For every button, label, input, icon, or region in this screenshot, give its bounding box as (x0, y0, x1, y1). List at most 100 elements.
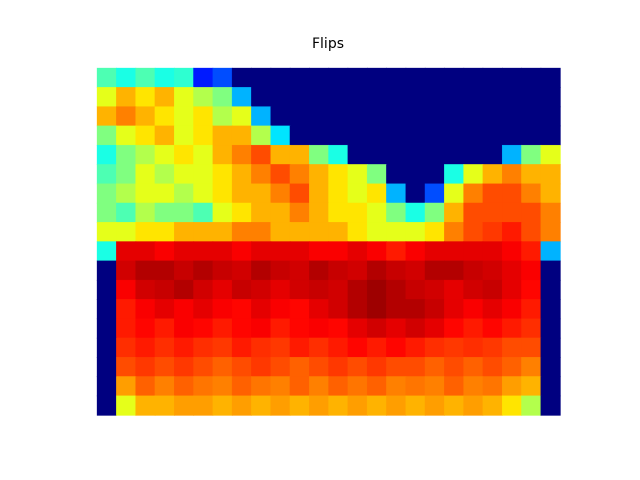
heatmap-cell (405, 164, 426, 185)
heatmap-cell (482, 318, 503, 339)
heatmap-cell (135, 202, 156, 223)
heatmap-cell (444, 125, 465, 146)
heatmap-cell (463, 222, 484, 243)
heatmap-cell (424, 144, 445, 166)
heatmap-cell (366, 395, 388, 416)
heatmap-cell (193, 357, 214, 378)
heatmap-cell (289, 87, 310, 108)
heatmap-cell (174, 279, 195, 300)
heatmap-cell (463, 106, 484, 127)
heatmap-cell (328, 318, 349, 339)
heatmap-cell (347, 241, 368, 262)
heatmap-cell (521, 164, 542, 185)
heatmap-cell (347, 222, 368, 243)
heatmap-cell (193, 87, 214, 108)
heatmap-cell (116, 241, 137, 262)
heatmap-cell (270, 106, 291, 127)
heatmap-cell (347, 357, 368, 378)
heatmap-cell (135, 144, 156, 166)
heatmap-cell (501, 376, 523, 397)
heatmap-cell (212, 183, 233, 204)
heatmap-cell (251, 144, 272, 166)
heatmap-cell (405, 357, 426, 378)
heatmap-cell (366, 299, 388, 320)
heatmap-cell (154, 87, 175, 108)
heatmap-cell (135, 183, 156, 204)
heatmap-cell (347, 67, 368, 88)
heatmap-cell (309, 183, 330, 204)
heatmap-cell (270, 279, 291, 300)
heatmap-cell (386, 337, 407, 358)
heatmap-cell (135, 106, 156, 127)
heatmap-cell (366, 67, 388, 88)
heatmap-cell (463, 376, 484, 397)
heatmap-cell (386, 87, 407, 108)
heatmap-cell (521, 67, 542, 88)
heatmap-cell (521, 183, 542, 204)
heatmap-cell (328, 183, 349, 204)
heatmap-cell (540, 241, 561, 262)
heatmap-cell (193, 376, 214, 397)
heatmap-cell (96, 67, 117, 88)
heatmap-cell (270, 202, 291, 223)
heatmap-cell (521, 202, 542, 223)
heatmap-cell (96, 106, 117, 127)
heatmap-cell (328, 87, 349, 108)
heatmap-cell (251, 260, 272, 281)
heatmap-cell (328, 164, 349, 185)
heatmap-cell (193, 279, 214, 300)
heatmap-cell (366, 357, 388, 378)
heatmap-cell (463, 183, 484, 204)
heatmap-cell (521, 357, 542, 378)
heatmap-cell (135, 222, 156, 243)
heatmap-cell (174, 125, 195, 146)
heatmap-cell (212, 395, 233, 416)
heatmap-cell (309, 125, 330, 146)
heatmap-cell (521, 260, 542, 281)
heatmap-cell (424, 337, 445, 358)
heatmap-cell (309, 164, 330, 185)
heatmap-cell (251, 318, 272, 339)
heatmap-cell (366, 337, 388, 358)
heatmap-cell (540, 299, 561, 320)
heatmap-cell (444, 183, 465, 204)
heatmap-cell (540, 279, 561, 300)
heatmap-cell (347, 125, 368, 146)
heatmap-cell (444, 67, 465, 88)
heatmap-cell (405, 183, 426, 204)
heatmap-cell (270, 144, 291, 166)
heatmap-cell (501, 67, 523, 88)
heatmap-cell (251, 376, 272, 397)
heatmap-cell (212, 260, 233, 281)
heatmap-cell (501, 260, 523, 281)
heatmap-cell (96, 241, 117, 262)
heatmap-cell (251, 395, 272, 416)
heatmap-cell (251, 299, 272, 320)
heatmap-cell (251, 183, 272, 204)
heatmap-cell (251, 241, 272, 262)
heatmap-cell (289, 260, 310, 281)
heatmap-cell (386, 125, 407, 146)
heatmap-cell (96, 222, 117, 243)
heatmap-cell (212, 357, 233, 378)
heatmap-cell (366, 87, 388, 108)
heatmap-cell (270, 299, 291, 320)
heatmap-cell (347, 395, 368, 416)
heatmap-cell (135, 376, 156, 397)
heatmap-cell (231, 260, 252, 281)
heatmap-cell (174, 164, 195, 185)
heatmap-cell (251, 337, 272, 358)
heatmap-cell (386, 144, 407, 166)
heatmap-cell (96, 144, 117, 166)
heatmap-cell (212, 376, 233, 397)
heatmap-cell (193, 67, 214, 88)
heatmap-cell (540, 164, 561, 185)
heatmap-cell (193, 337, 214, 358)
heatmap-cell (309, 144, 330, 166)
heatmap-cell (309, 299, 330, 320)
heatmap-cell (193, 106, 214, 127)
heatmap-cell (309, 241, 330, 262)
heatmap-cell (347, 164, 368, 185)
